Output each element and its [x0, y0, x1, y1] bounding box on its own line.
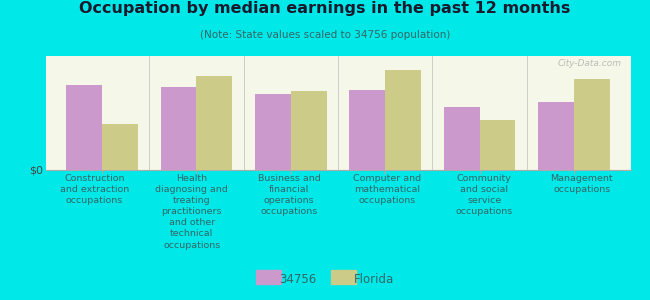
Text: Community
and social
service
occupations: Community and social service occupations: [456, 174, 513, 216]
Bar: [196, 76, 232, 170]
Bar: [538, 102, 574, 170]
Bar: [385, 70, 421, 170]
Text: (Note: State values scaled to 34756 population): (Note: State values scaled to 34756 popu…: [200, 30, 450, 40]
Text: City-Data.com: City-Data.com: [558, 59, 621, 68]
Bar: [444, 106, 480, 170]
Text: Health
diagnosing and
treating
practitioners
and other
technical
occupations: Health diagnosing and treating practitio…: [155, 174, 228, 250]
Bar: [480, 120, 515, 169]
Legend: 34756, Florida: 34756, Florida: [251, 269, 399, 291]
Text: Business and
financial
operations
occupations: Business and financial operations occupa…: [258, 174, 320, 216]
Bar: [66, 85, 102, 170]
Bar: [161, 87, 196, 170]
Bar: [255, 94, 291, 169]
Bar: [574, 80, 610, 170]
Text: Management
occupations: Management occupations: [551, 174, 613, 194]
Bar: [291, 91, 327, 170]
Bar: [102, 124, 138, 169]
Text: Occupation by median earnings in the past 12 months: Occupation by median earnings in the pas…: [79, 2, 571, 16]
Text: Construction
and extraction
occupations: Construction and extraction occupations: [60, 174, 129, 205]
Text: Computer and
mathematical
occupations: Computer and mathematical occupations: [353, 174, 421, 205]
Bar: [349, 90, 385, 170]
